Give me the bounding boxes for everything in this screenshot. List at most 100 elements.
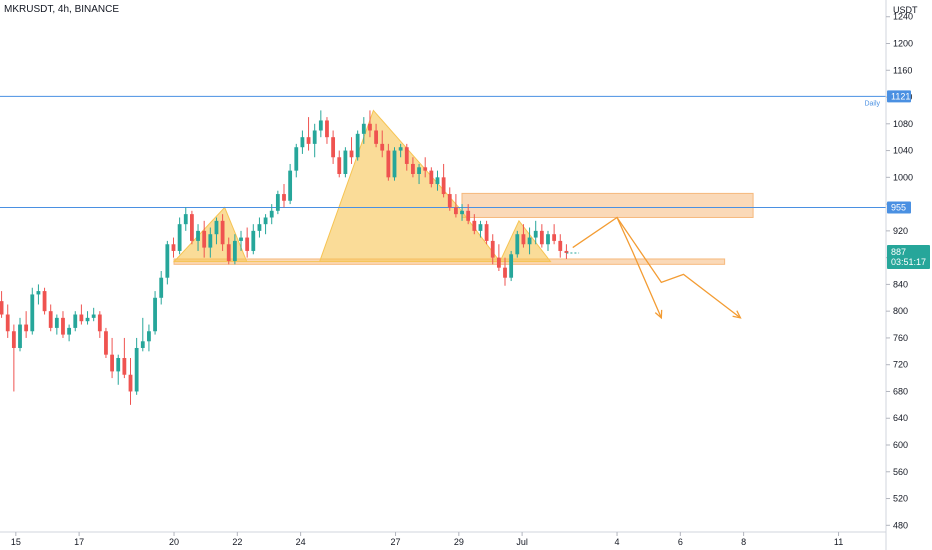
candle — [263, 214, 268, 235]
candle — [24, 311, 29, 338]
candle-body — [128, 374, 133, 392]
candle-body — [190, 214, 194, 241]
price-tick-label: 800 — [893, 306, 908, 316]
candle-body — [42, 291, 47, 312]
level-price-tag-text: 1121 — [891, 91, 910, 101]
resistance-zone — [461, 192, 754, 218]
candle-body — [496, 257, 501, 268]
candle-body — [214, 220, 219, 235]
candle — [343, 147, 348, 178]
candle-body — [147, 331, 151, 342]
last-price-countdown: 03:51:17 — [891, 257, 926, 267]
head-and-shoulders-pattern — [172, 109, 552, 263]
candle — [11, 324, 16, 392]
candle — [30, 287, 35, 335]
candle — [404, 143, 409, 171]
candle — [214, 217, 219, 245]
candle — [331, 130, 336, 164]
candle-body — [417, 167, 421, 174]
time-axis[interactable]: 15 17 20 22 24 27 29 Jul 4 6 8 11 — [0, 531, 886, 547]
candle — [232, 234, 237, 265]
price-tick-label: 1160 — [893, 65, 912, 75]
candle — [183, 207, 188, 231]
candle-body — [404, 147, 409, 164]
candle-body — [300, 137, 305, 148]
candle-body — [54, 317, 59, 328]
candle — [349, 137, 354, 164]
candle-body — [282, 194, 286, 201]
candle — [245, 227, 250, 258]
candle-body — [122, 358, 127, 375]
candle — [196, 224, 200, 251]
candle-body — [411, 163, 415, 174]
candle — [116, 354, 121, 385]
candle-body — [460, 210, 464, 215]
candle — [288, 163, 293, 205]
candle — [490, 234, 495, 265]
candle-body — [177, 224, 182, 251]
candle-body — [196, 230, 200, 241]
price-tick-label: 1040 — [893, 146, 913, 156]
candle-body — [61, 317, 65, 335]
candle — [159, 271, 164, 305]
candle — [269, 204, 274, 225]
candle — [177, 217, 182, 255]
candle — [509, 250, 514, 282]
candle-body — [232, 240, 237, 261]
candle — [546, 230, 550, 251]
candle-body — [97, 314, 102, 332]
candle — [85, 311, 90, 325]
time-tick-label: 4 — [615, 537, 620, 547]
candle-body — [67, 327, 72, 335]
candle-body — [18, 324, 22, 348]
candle-body — [104, 331, 108, 355]
candle-body — [392, 150, 397, 178]
candle-body — [36, 291, 41, 295]
candle-body — [349, 150, 354, 158]
candle — [515, 230, 520, 258]
candle — [91, 307, 96, 322]
price-tick-label: 840 — [893, 279, 908, 289]
candle — [208, 227, 213, 258]
candle — [453, 194, 458, 218]
candle — [73, 311, 78, 332]
price-tick-label: 1000 — [893, 172, 913, 182]
candle — [153, 291, 157, 335]
candle-body — [239, 237, 243, 241]
candle — [558, 234, 563, 258]
candle-body — [490, 240, 495, 258]
price-axis[interactable]: USDT 12401200116011201080104010009208408… — [885, 0, 918, 550]
candle — [318, 110, 323, 138]
candle-body — [533, 230, 538, 238]
time-tick-label: 8 — [741, 537, 746, 547]
candle-body — [134, 347, 139, 392]
candle-body — [374, 130, 378, 144]
candle-body — [552, 234, 557, 241]
candle — [165, 240, 170, 285]
last-price-value: 887 — [891, 247, 906, 257]
price-tick-label: 680 — [893, 386, 908, 396]
candle — [484, 220, 489, 245]
candle — [171, 237, 176, 258]
candle — [97, 311, 102, 338]
candle — [460, 204, 464, 221]
candle — [539, 224, 544, 248]
candle — [48, 304, 53, 332]
price-tick-label: 1200 — [893, 38, 913, 48]
candle-body — [441, 177, 446, 195]
candle — [110, 337, 114, 379]
time-tick-label: 24 — [296, 537, 306, 547]
symbol-title: MKRUSDT, 4h, BINANCE — [4, 4, 120, 15]
candle — [0, 291, 4, 318]
candle — [325, 117, 329, 144]
candle-body — [539, 230, 544, 245]
projection-layer — [572, 216, 742, 320]
candle — [257, 217, 262, 238]
candle — [398, 143, 403, 158]
candle-body — [226, 244, 231, 261]
candles-layer — [0, 110, 569, 405]
candle — [533, 220, 538, 245]
projection-arrowhead — [654, 309, 663, 320]
